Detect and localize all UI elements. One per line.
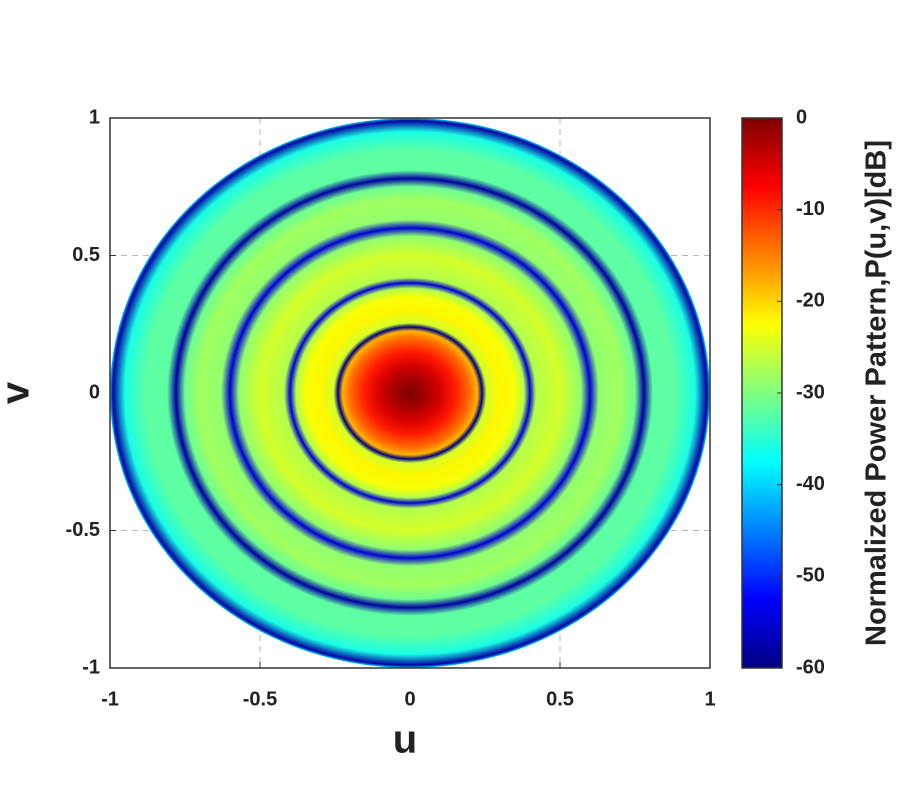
y-tick-label: 0: [89, 381, 100, 403]
y-axis-label: v: [0, 381, 38, 404]
x-tick-label: 0: [404, 688, 415, 710]
colorbar-tick-label: -60: [796, 656, 825, 678]
y-tick-label: 0.5: [72, 244, 100, 266]
colorbar-tick-label: -40: [796, 473, 825, 495]
plot-frame: [109, 117, 711, 669]
colorbar-label: Normalized Power Pattern,P(u,v)[dB]: [861, 140, 893, 646]
y-tick-label: -0.5: [66, 519, 100, 541]
x-tick-label: -1: [101, 688, 119, 710]
colorbar-tick-label: -50: [796, 565, 825, 587]
colorbar-tick-label: -30: [796, 381, 825, 403]
x-axis-label: u: [393, 718, 417, 762]
colorbar-tick-label: -20: [796, 290, 825, 312]
colorbar: [741, 117, 783, 669]
y-tick-label: -1: [82, 656, 100, 678]
x-tick-label: 0.5: [546, 688, 574, 710]
x-tick-label: -0.5: [243, 688, 277, 710]
x-tick-label: 1: [704, 688, 715, 710]
y-tick-label: 1: [89, 106, 100, 128]
colorbar-tick-label: -10: [796, 198, 825, 220]
pattern-disc: [110, 118, 710, 668]
colorbar-tick-label: 0: [796, 106, 807, 128]
